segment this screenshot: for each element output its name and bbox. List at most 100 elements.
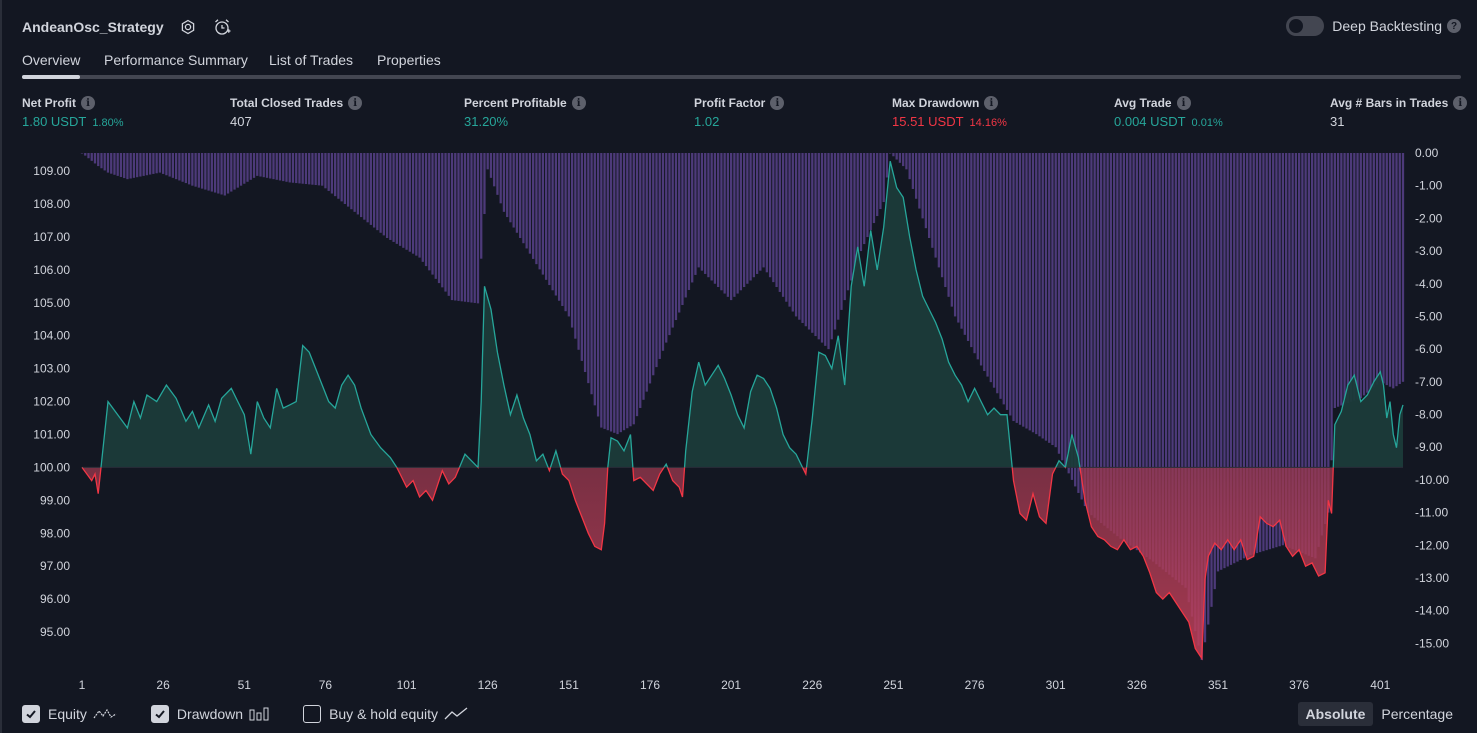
drawdown-bar bbox=[632, 153, 635, 425]
drawdown-bar bbox=[337, 153, 340, 199]
drawdown-bar bbox=[1181, 153, 1184, 586]
drawdown-bar bbox=[1385, 153, 1388, 386]
drawdown-bar bbox=[947, 153, 950, 297]
drawdown-bar bbox=[749, 153, 752, 281]
drawdown-bar bbox=[149, 153, 152, 175]
right-tick-label: -10.00 bbox=[1415, 473, 1449, 487]
drawdown-bar bbox=[1233, 153, 1236, 564]
drawdown-bar bbox=[90, 153, 93, 161]
tab-performance-summary[interactable]: Performance Summary bbox=[104, 52, 248, 68]
deep-backtesting-toggle[interactable] bbox=[1286, 16, 1325, 36]
drawdown-bar bbox=[379, 153, 382, 233]
info-icon[interactable]: i bbox=[1176, 96, 1191, 110]
drawdown-bar bbox=[691, 153, 694, 283]
drawdown-bar bbox=[139, 153, 142, 177]
drawdown-bar bbox=[603, 153, 606, 429]
left-tick-label: 106.00 bbox=[33, 263, 70, 277]
tab-properties[interactable]: Properties bbox=[377, 52, 441, 68]
left-tick-label: 105.00 bbox=[33, 296, 70, 310]
drawdown-bar bbox=[1035, 153, 1038, 435]
drawdown-bar bbox=[785, 153, 788, 302]
settings-gear-icon[interactable] bbox=[178, 17, 198, 37]
drawdown-bar bbox=[730, 153, 733, 301]
drawdown-bar bbox=[1294, 153, 1298, 551]
drawdown-bar bbox=[1229, 153, 1233, 565]
drawdown-bar bbox=[726, 153, 730, 297]
drawdown-bar bbox=[661, 153, 665, 351]
drawdown-bar bbox=[126, 153, 129, 180]
percentage-button[interactable]: Percentage bbox=[1381, 706, 1453, 722]
drawdown-bar bbox=[678, 153, 681, 313]
info-icon[interactable]: i bbox=[984, 96, 999, 110]
stat-avg-trade: Avg Trade i 0.004 USDT 0.01% bbox=[1114, 96, 1223, 129]
drawdown-bar bbox=[496, 153, 499, 195]
drawdown-bar bbox=[564, 153, 567, 312]
stat-avg-bars-in-trades: Avg # Bars in Trades i 31 bbox=[1330, 96, 1468, 129]
info-icon[interactable]: i bbox=[770, 96, 785, 110]
drawdown-bar bbox=[321, 153, 324, 186]
legend-drawdown[interactable]: Drawdown bbox=[150, 705, 269, 723]
drawdown-bar bbox=[181, 153, 184, 182]
legend-buy-hold[interactable]: Buy & hold equity bbox=[303, 705, 468, 723]
value-mode-switch: Absolute Percentage bbox=[1297, 702, 1462, 726]
help-question-icon[interactable]: ? bbox=[1447, 19, 1461, 33]
drawdown-checkbox[interactable] bbox=[150, 705, 169, 723]
equity-checkbox[interactable] bbox=[22, 705, 40, 723]
drawdown-bar bbox=[308, 153, 311, 185]
drawdown-bar bbox=[223, 153, 226, 196]
left-tick-label: 98.00 bbox=[40, 526, 70, 540]
info-icon[interactable]: i bbox=[81, 96, 95, 110]
drawdown-bar bbox=[1314, 153, 1317, 559]
drawdown-bar bbox=[535, 153, 538, 265]
drawdown-bar bbox=[272, 153, 275, 180]
drawdown-bar bbox=[1119, 153, 1122, 539]
drawdown-bar bbox=[402, 153, 405, 248]
drawdown-bar bbox=[889, 153, 892, 154]
equity-drawdown-chart[interactable]: 109.00 108.00 107.00 106.00 105.00 104.00 103.… bbox=[2, 140, 1477, 696]
drawdown-bar bbox=[178, 153, 181, 181]
drawdown-bar bbox=[1190, 153, 1194, 617]
legend-equity[interactable]: Equity bbox=[22, 705, 117, 723]
drawdown-bar bbox=[915, 153, 918, 199]
drawdown-bar bbox=[275, 153, 278, 180]
drawdown-bar bbox=[489, 153, 493, 178]
stat-label: Profit Factor bbox=[694, 96, 766, 110]
tab-list-of-trades[interactable]: List of Trades bbox=[269, 52, 354, 68]
drawdown-bar bbox=[317, 153, 321, 186]
drawdown-bar bbox=[1161, 153, 1164, 570]
drawdown-bar bbox=[606, 153, 609, 431]
drawdown-bar bbox=[1216, 153, 1220, 572]
drawdown-bar bbox=[1087, 153, 1090, 513]
drawdown-bar bbox=[204, 153, 207, 190]
info-icon[interactable]: i bbox=[1453, 96, 1468, 110]
drawdown-bar bbox=[1061, 153, 1064, 461]
buy-hold-checkbox[interactable] bbox=[303, 705, 322, 723]
tab-overview[interactable]: Overview bbox=[22, 52, 81, 68]
info-icon[interactable]: i bbox=[348, 96, 363, 110]
drawdown-bar bbox=[1070, 153, 1074, 480]
alarm-clock-add-icon[interactable] bbox=[212, 17, 232, 37]
drawdown-bar bbox=[739, 153, 743, 291]
drawdown-bar bbox=[944, 153, 947, 288]
drawdown-bar bbox=[622, 153, 626, 431]
drawdown-bar bbox=[519, 153, 522, 238]
absolute-button[interactable]: Absolute bbox=[1297, 702, 1374, 726]
stat-label: Max Drawdown bbox=[892, 96, 980, 110]
drawdown-bar bbox=[1174, 153, 1177, 580]
drawdown-bar bbox=[804, 153, 807, 327]
drawdown-bars bbox=[80, 153, 1405, 660]
drawdown-bar bbox=[457, 153, 460, 301]
drawdown-bar bbox=[905, 153, 908, 170]
drawdown-bar bbox=[353, 153, 356, 212]
info-icon[interactable]: i bbox=[571, 96, 586, 110]
drawdown-bar bbox=[814, 153, 817, 337]
drawdown-bar bbox=[437, 153, 441, 284]
stat-percent: 14.16% bbox=[969, 117, 1007, 129]
drawdown-bar bbox=[129, 153, 132, 179]
drawdown-bar bbox=[1372, 153, 1375, 388]
drawdown-bar bbox=[846, 153, 850, 291]
strategy-header: AndeanOsc_Strategy bbox=[22, 16, 232, 38]
drawdown-bar bbox=[1340, 153, 1343, 406]
drawdown-bar bbox=[434, 153, 437, 279]
drawdown-bar bbox=[635, 153, 639, 417]
